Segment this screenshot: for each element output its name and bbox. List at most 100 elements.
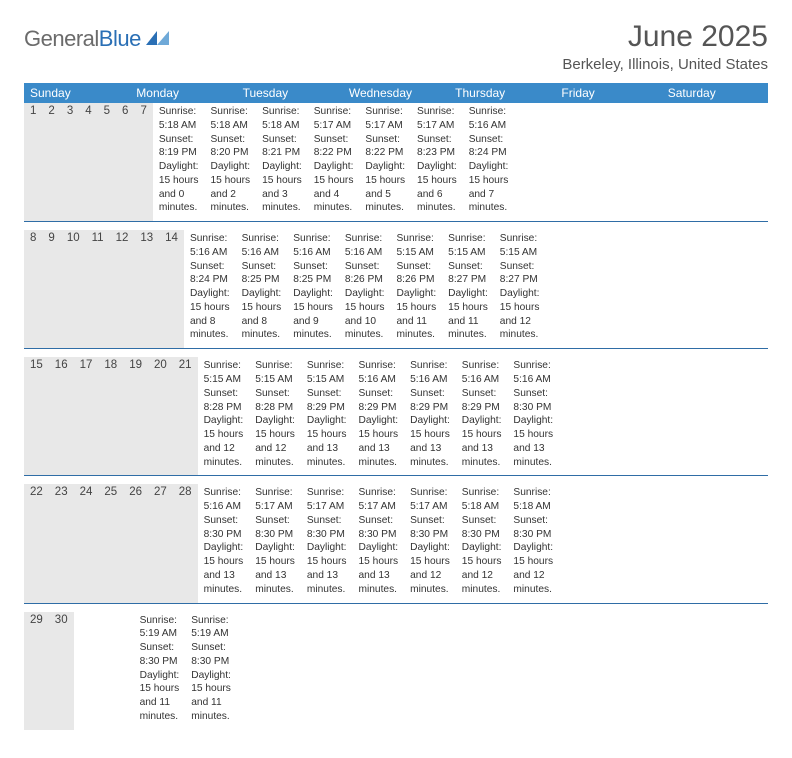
day-cell: Sunrise: 5:15 AMSunset: 8:27 PMDaylight:… bbox=[442, 230, 494, 348]
day-cell: Sunrise: 5:16 AMSunset: 8:25 PMDaylight:… bbox=[236, 230, 288, 348]
sunrise-line: Sunrise: 5:16 AM bbox=[242, 232, 282, 260]
day-cell: Sunrise: 5:18 AMSunset: 8:30 PMDaylight:… bbox=[456, 484, 508, 602]
day-number: 13 bbox=[134, 230, 159, 348]
calendar: SundayMondayTuesdayWednesdayThursdayFrid… bbox=[24, 83, 768, 730]
daylight-line: Daylight: 15 hours and 13 minutes. bbox=[307, 414, 347, 469]
sunset-line: Sunset: 8:30 PM bbox=[140, 641, 180, 669]
location: Berkeley, Illinois, United States bbox=[562, 56, 768, 73]
day-number: 16 bbox=[49, 357, 74, 475]
day-number: 10 bbox=[61, 230, 86, 348]
day-number: 30 bbox=[49, 612, 74, 730]
day-cell: Sunrise: 5:15 AMSunset: 8:28 PMDaylight:… bbox=[198, 357, 250, 475]
sunrise-line: Sunrise: 5:17 AM bbox=[255, 486, 295, 514]
day-of-week-header: Friday bbox=[555, 83, 661, 103]
daylight-line: Daylight: 15 hours and 12 minutes. bbox=[462, 541, 502, 596]
day-number bbox=[110, 612, 122, 730]
sunset-line: Sunset: 8:28 PM bbox=[255, 387, 295, 415]
daylight-line: Daylight: 15 hours and 12 minutes. bbox=[204, 414, 244, 469]
day-cell: Sunrise: 5:17 AMSunset: 8:23 PMDaylight:… bbox=[411, 103, 463, 221]
day-number-row: 2930 bbox=[24, 612, 134, 730]
day-cell bbox=[261, 612, 273, 730]
sunrise-line: Sunrise: 5:18 AM bbox=[210, 105, 250, 133]
daylight-line: Daylight: 15 hours and 13 minutes. bbox=[359, 414, 399, 469]
weeks-container: 1234567Sunrise: 5:18 AMSunset: 8:19 PMDa… bbox=[24, 103, 768, 730]
daylight-line: Daylight: 15 hours and 13 minutes. bbox=[307, 541, 347, 596]
day-of-week-header: Wednesday bbox=[343, 83, 449, 103]
sunrise-line: Sunrise: 5:15 AM bbox=[307, 359, 347, 387]
sunset-line: Sunset: 8:30 PM bbox=[191, 641, 231, 669]
logo-text-gray: General bbox=[24, 26, 99, 51]
sunrise-line: Sunrise: 5:15 AM bbox=[448, 232, 488, 260]
sunrise-line: Sunrise: 5:19 AM bbox=[191, 614, 231, 642]
sunset-line: Sunset: 8:24 PM bbox=[469, 133, 509, 161]
day-number-row: 15161718192021 bbox=[24, 357, 198, 475]
sunrise-line: Sunrise: 5:16 AM bbox=[190, 232, 230, 260]
day-number: 20 bbox=[148, 357, 173, 475]
daylight-line: Daylight: 15 hours and 7 minutes. bbox=[469, 160, 509, 215]
daylight-line: Daylight: 15 hours and 9 minutes. bbox=[293, 287, 333, 342]
sunset-line: Sunset: 8:30 PM bbox=[410, 514, 450, 542]
sunset-line: Sunset: 8:29 PM bbox=[359, 387, 399, 415]
day-cell: Sunrise: 5:16 AMSunset: 8:29 PMDaylight:… bbox=[456, 357, 508, 475]
day-cell: Sunrise: 5:19 AMSunset: 8:30 PMDaylight:… bbox=[134, 612, 186, 730]
day-number-row: 22232425262728 bbox=[24, 484, 198, 602]
daylight-line: Daylight: 15 hours and 13 minutes. bbox=[204, 541, 244, 596]
day-number: 27 bbox=[148, 484, 173, 602]
title-block: June 2025 Berkeley, Illinois, United Sta… bbox=[562, 20, 768, 73]
logo-text-blue: Blue bbox=[99, 26, 141, 51]
day-number: 6 bbox=[116, 103, 134, 221]
day-of-week-header: Tuesday bbox=[237, 83, 343, 103]
day-cell: Sunrise: 5:17 AMSunset: 8:22 PMDaylight:… bbox=[308, 103, 360, 221]
sunset-line: Sunset: 8:30 PM bbox=[204, 514, 244, 542]
sunset-line: Sunset: 8:20 PM bbox=[210, 133, 250, 161]
sunset-line: Sunset: 8:25 PM bbox=[242, 260, 282, 288]
logo-icon bbox=[145, 28, 171, 51]
day-of-week-header: Thursday bbox=[449, 83, 555, 103]
day-cell: Sunrise: 5:16 AMSunset: 8:30 PMDaylight:… bbox=[198, 484, 250, 602]
day-cell: Sunrise: 5:17 AMSunset: 8:30 PMDaylight:… bbox=[353, 484, 405, 602]
day-cell: Sunrise: 5:17 AMSunset: 8:30 PMDaylight:… bbox=[249, 484, 301, 602]
day-number: 26 bbox=[123, 484, 148, 602]
day-number bbox=[122, 612, 134, 730]
logo-text: GeneralBlue bbox=[24, 26, 141, 52]
sunset-line: Sunset: 8:29 PM bbox=[462, 387, 502, 415]
daylight-line: Daylight: 15 hours and 11 minutes. bbox=[191, 669, 231, 724]
daylight-line: Daylight: 15 hours and 10 minutes. bbox=[345, 287, 385, 342]
day-cell: Sunrise: 5:18 AMSunset: 8:30 PMDaylight:… bbox=[507, 484, 559, 602]
daylight-line: Daylight: 15 hours and 12 minutes. bbox=[513, 541, 553, 596]
sunrise-line: Sunrise: 5:16 AM bbox=[204, 486, 244, 514]
sunset-line: Sunset: 8:22 PM bbox=[314, 133, 354, 161]
day-cell: Sunrise: 5:17 AMSunset: 8:22 PMDaylight:… bbox=[359, 103, 411, 221]
sunrise-line: Sunrise: 5:16 AM bbox=[513, 359, 553, 387]
day-number: 24 bbox=[74, 484, 99, 602]
day-number: 21 bbox=[173, 357, 198, 475]
day-number: 15 bbox=[24, 357, 49, 475]
daylight-line: Daylight: 15 hours and 8 minutes. bbox=[190, 287, 230, 342]
day-of-week-header: Monday bbox=[130, 83, 236, 103]
sunrise-line: Sunrise: 5:17 AM bbox=[359, 486, 399, 514]
sunrise-line: Sunrise: 5:17 AM bbox=[365, 105, 405, 133]
day-number-row: 891011121314 bbox=[24, 230, 184, 348]
sunrise-line: Sunrise: 5:16 AM bbox=[359, 359, 399, 387]
day-number: 2 bbox=[42, 103, 60, 221]
sunset-line: Sunset: 8:30 PM bbox=[513, 514, 553, 542]
sunset-line: Sunset: 8:21 PM bbox=[262, 133, 302, 161]
sunrise-line: Sunrise: 5:19 AM bbox=[140, 614, 180, 642]
day-cell: Sunrise: 5:15 AMSunset: 8:29 PMDaylight:… bbox=[301, 357, 353, 475]
sunset-line: Sunset: 8:26 PM bbox=[397, 260, 437, 288]
day-cell: Sunrise: 5:18 AMSunset: 8:21 PMDaylight:… bbox=[256, 103, 308, 221]
day-cell: Sunrise: 5:16 AMSunset: 8:24 PMDaylight:… bbox=[463, 103, 515, 221]
daylight-line: Daylight: 15 hours and 11 minutes. bbox=[140, 669, 180, 724]
sunrise-line: Sunrise: 5:16 AM bbox=[469, 105, 509, 133]
day-of-week-row: SundayMondayTuesdayWednesdayThursdayFrid… bbox=[24, 83, 768, 103]
day-number: 28 bbox=[173, 484, 198, 602]
sunrise-line: Sunrise: 5:15 AM bbox=[255, 359, 295, 387]
sunset-line: Sunset: 8:23 PM bbox=[417, 133, 457, 161]
day-body-row: Sunrise: 5:18 AMSunset: 8:19 PMDaylight:… bbox=[153, 103, 514, 221]
daylight-line: Daylight: 15 hours and 11 minutes. bbox=[397, 287, 437, 342]
daylight-line: Daylight: 15 hours and 11 minutes. bbox=[448, 287, 488, 342]
day-cell: Sunrise: 5:17 AMSunset: 8:30 PMDaylight:… bbox=[301, 484, 353, 602]
week-row: 15161718192021Sunrise: 5:15 AMSunset: 8:… bbox=[24, 357, 768, 476]
daylight-line: Daylight: 15 hours and 3 minutes. bbox=[262, 160, 302, 215]
day-number: 1 bbox=[24, 103, 42, 221]
